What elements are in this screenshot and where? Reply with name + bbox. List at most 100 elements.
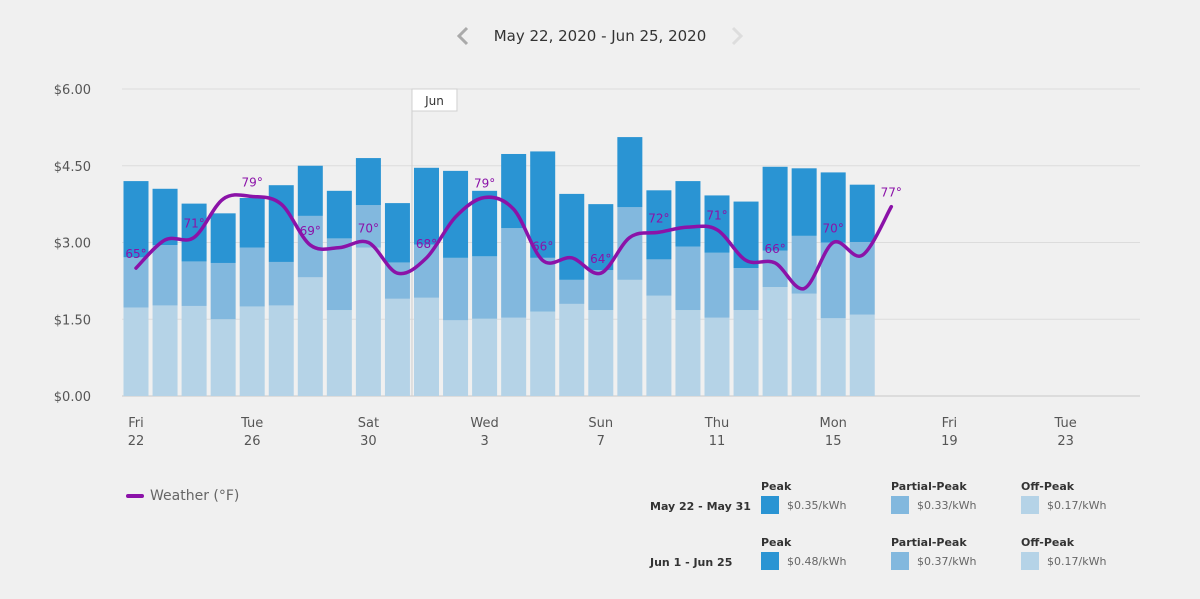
weather-label: 79° [242, 175, 263, 189]
x-tick-weekday: Thu [704, 416, 729, 431]
date-range-label: May 22, 2020 - Jun 25, 2020 [493, 27, 707, 45]
rate-off-peak: Off-Peak $0.17/kWh [1021, 536, 1161, 570]
chevron-right-icon [732, 26, 744, 46]
rate-period-range: Jun 1 - Jun 25 [650, 556, 733, 569]
bar-segment-partial-peak [530, 257, 556, 312]
usage-chart: $0.00 $1.50 $3.00 $4.50 $6.00 Jun Fri 22 Tue 26 Sa… [54, 83, 1140, 449]
bar-segment-peak [443, 170, 469, 258]
bar-segment-partial-peak [239, 247, 265, 307]
x-tick-date: 23 [1057, 434, 1074, 449]
rate-price: $0.33/kWh [917, 498, 977, 512]
bar-segment-peak [675, 181, 701, 247]
next-period-button[interactable] [725, 18, 749, 54]
x-tick-date: 19 [941, 434, 958, 449]
off-peak-swatch [1021, 496, 1039, 514]
bar-segment-peak [820, 172, 846, 243]
x-tick-date: 15 [825, 434, 842, 449]
bar-segment-off-peak [152, 305, 178, 396]
previous-period-button[interactable] [451, 18, 475, 54]
bar-segment-off-peak [472, 318, 498, 396]
y-tick-label: $3.00 [54, 237, 91, 252]
bar-segment-off-peak [210, 319, 236, 396]
bar-segment-partial-peak [472, 256, 498, 319]
bar-segment-off-peak [123, 307, 149, 396]
bar-segment-peak [733, 201, 759, 269]
rate-name: Off-Peak [1021, 480, 1075, 493]
chevron-left-icon [456, 26, 468, 46]
rate-price: $0.35/kWh [787, 498, 847, 512]
bar-segment-off-peak [588, 310, 614, 396]
bar-segment-off-peak [675, 310, 701, 396]
x-tick-date: 30 [360, 434, 377, 449]
bar-segment-partial-peak [268, 261, 294, 306]
rate-legend: May 22 - May 31 Peak $0.35/kWh Partial-P… [650, 480, 1170, 590]
bar-segment-partial-peak [675, 246, 701, 311]
bar-segment-peak [762, 166, 788, 251]
bar-segment-peak [704, 195, 730, 253]
bar-segment-peak [152, 188, 178, 246]
bar-segment-off-peak [384, 298, 410, 396]
x-tick-date: 22 [128, 434, 145, 449]
bar-segment-off-peak [239, 306, 265, 396]
weather-legend-label: Weather (°F) [150, 488, 240, 504]
x-tick-weekday: Fri [942, 416, 958, 431]
bar-segment-off-peak [820, 318, 846, 396]
bar-segment-peak [268, 185, 294, 262]
bar-segment-partial-peak [443, 257, 469, 321]
bar-segment-off-peak [268, 305, 294, 396]
weather-label: 66° [532, 239, 553, 253]
bar-segment-partial-peak [123, 257, 149, 308]
bar-segment-peak [210, 213, 236, 263]
bar-segment-off-peak [646, 295, 672, 396]
rate-price: $0.17/kWh [1047, 554, 1107, 568]
bar-segment-partial-peak [646, 259, 672, 296]
weather-label: 71° [183, 216, 204, 230]
bar-segment-off-peak [355, 247, 381, 396]
bar-segment-peak [181, 203, 207, 262]
weather-label: 69° [300, 224, 321, 238]
y-tick-label: $6.00 [54, 83, 91, 98]
rate-price: $0.48/kWh [787, 554, 847, 568]
bar-segment-peak [326, 190, 352, 239]
bar-segment-partial-peak [210, 262, 236, 320]
peak-swatch [761, 552, 779, 570]
rate-name: Off-Peak [1021, 536, 1075, 549]
bar-segment-off-peak [733, 310, 759, 396]
x-tick-date: 11 [709, 434, 726, 449]
bar-segment-off-peak [326, 310, 352, 396]
bar-segment-peak [297, 165, 323, 216]
rate-price: $0.17/kWh [1047, 498, 1107, 512]
rate-period-1: May 22 - May 31 Peak $0.35/kWh Partial-P… [650, 480, 1170, 532]
weather-label: 77° [881, 186, 902, 200]
y-tick-label: $0.00 [54, 390, 91, 405]
bar-segment-peak [617, 137, 643, 208]
peak-swatch [761, 496, 779, 514]
bar-segment-off-peak [530, 311, 556, 396]
x-tick-weekday: Tue [240, 416, 263, 431]
bar-segment-peak [239, 197, 265, 248]
partial-peak-swatch [891, 496, 909, 514]
x-tick-weekday: Mon [819, 416, 846, 431]
rate-name: Peak [761, 536, 792, 549]
bar-segment-partial-peak [559, 279, 585, 304]
x-tick-weekday: Sat [358, 416, 379, 431]
weather-label: 72° [648, 211, 669, 225]
bar-segment-off-peak [617, 279, 643, 396]
bar-segment-partial-peak [617, 207, 643, 280]
weather-label: 65° [125, 247, 146, 261]
rate-period-range: May 22 - May 31 [650, 500, 751, 513]
date-navigator: May 22, 2020 - Jun 25, 2020 [0, 18, 1200, 54]
x-tick-date: 7 [597, 434, 605, 449]
bar-segment-off-peak [849, 314, 875, 396]
x-tick-date: 3 [480, 434, 488, 449]
bar-segment-peak [849, 184, 875, 242]
rate-name: Peak [761, 480, 792, 493]
bar-segment-off-peak [181, 305, 207, 396]
partial-peak-swatch [891, 552, 909, 570]
weather-label: 70° [358, 222, 379, 236]
bar-segment-peak [588, 204, 614, 271]
bar-segment-peak [414, 167, 439, 245]
bar-segment-partial-peak [152, 245, 178, 306]
x-tick-weekday: Tue [1053, 416, 1076, 431]
month-marker-label: Jun [424, 94, 444, 108]
